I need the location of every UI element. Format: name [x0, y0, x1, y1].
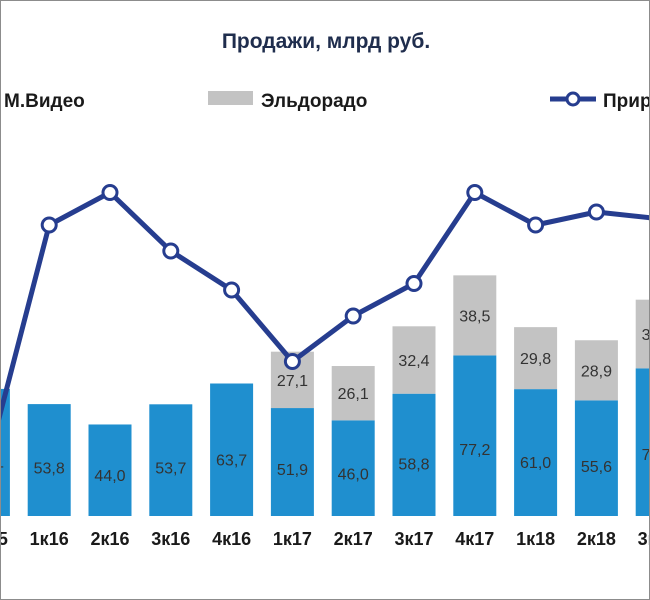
bar-eldorado — [635, 299, 649, 369]
line-point — [466, 184, 484, 201]
line-prirost — [1, 190, 649, 421]
line-point — [223, 281, 241, 299]
line-point — [162, 242, 180, 260]
data-label-mvideo: 77,2 — [459, 442, 490, 459]
chart-title: Продажи, млрд руб. — [222, 30, 430, 53]
bar-mvideo — [392, 393, 436, 516]
bar-mvideo — [331, 420, 375, 516]
data-label-eldorado: 32,4 — [398, 353, 429, 370]
x-tick-label: 2к18 — [577, 529, 616, 549]
x-tick-label: 1к18 — [516, 529, 555, 549]
data-label-eldorado: 33,0 — [642, 327, 650, 344]
bar-eldorado — [574, 340, 618, 401]
bar-mvideo — [1, 388, 10, 516]
bar-mvideo — [149, 404, 193, 516]
x-tick-label: 3к17 — [394, 529, 433, 549]
line-point — [527, 216, 545, 234]
data-label-eldorado: 29,8 — [520, 351, 551, 368]
data-label-mvideo: 46,0 — [338, 467, 369, 484]
data-label-mvideo: 44,0 — [94, 468, 125, 485]
data-label-mvideo: 61,1 — [1, 455, 4, 472]
x-tick-label: 3к16 — [151, 529, 190, 549]
legend-label-eldorado: Эльдорадо — [261, 91, 367, 112]
bar-mvideo — [453, 355, 497, 516]
data-label-mvideo: 53,7 — [155, 461, 186, 478]
legend: М.Видео Эльдорадо Прирост — [4, 91, 650, 112]
legend-label-prirost: Прирост — [603, 91, 650, 112]
line-point — [405, 275, 423, 292]
bar-mvideo — [635, 368, 649, 516]
line-point — [101, 184, 119, 201]
data-label-mvideo: 61,0 — [520, 455, 551, 472]
bar-eldorado — [514, 327, 558, 390]
line-point — [587, 203, 605, 221]
line-point — [344, 307, 362, 325]
data-label-mvideo: 71,0 — [642, 447, 650, 464]
legend-label-mvideo: М.Видео — [4, 91, 85, 112]
x-tick-label: 4к15 — [1, 529, 8, 549]
x-tick-label: 4к16 — [212, 529, 251, 549]
data-label-mvideo: 55,6 — [581, 459, 612, 476]
bar-mvideo — [270, 408, 314, 516]
bar-mvideo — [88, 424, 132, 516]
x-tick-label: 1к16 — [30, 529, 69, 549]
bar-eldorado — [331, 366, 375, 421]
data-label-eldorado: 28,9 — [581, 363, 612, 380]
x-tick-label: 1к17 — [273, 529, 312, 549]
data-label-mvideo: 63,7 — [216, 453, 247, 470]
bar-mvideo — [27, 404, 71, 516]
line-point — [40, 216, 58, 234]
data-label-eldorado: 38,5 — [459, 308, 490, 325]
data-label-mvideo: 53,8 — [34, 460, 65, 477]
legend-swatch-eldorado — [208, 91, 253, 105]
bar-eldorado — [392, 326, 436, 394]
x-tick-label: 2к16 — [90, 529, 129, 549]
x-tick-label: 4к17 — [455, 529, 494, 549]
data-label-mvideo: 58,8 — [398, 457, 429, 474]
x-tick-label: 2к17 — [334, 529, 373, 549]
x-tick-label: 3к18 — [638, 529, 650, 549]
bar-mvideo — [514, 389, 558, 516]
bar-mvideo — [210, 383, 254, 516]
data-label-eldorado: 27,1 — [277, 373, 308, 390]
bar-eldorado — [453, 275, 497, 356]
line-point — [283, 353, 301, 370]
data-label-eldorado: 26,1 — [338, 386, 369, 403]
bar-mvideo — [574, 400, 618, 516]
data-label-mvideo: 51,9 — [277, 462, 308, 479]
legend-marker-prirost — [565, 91, 581, 107]
